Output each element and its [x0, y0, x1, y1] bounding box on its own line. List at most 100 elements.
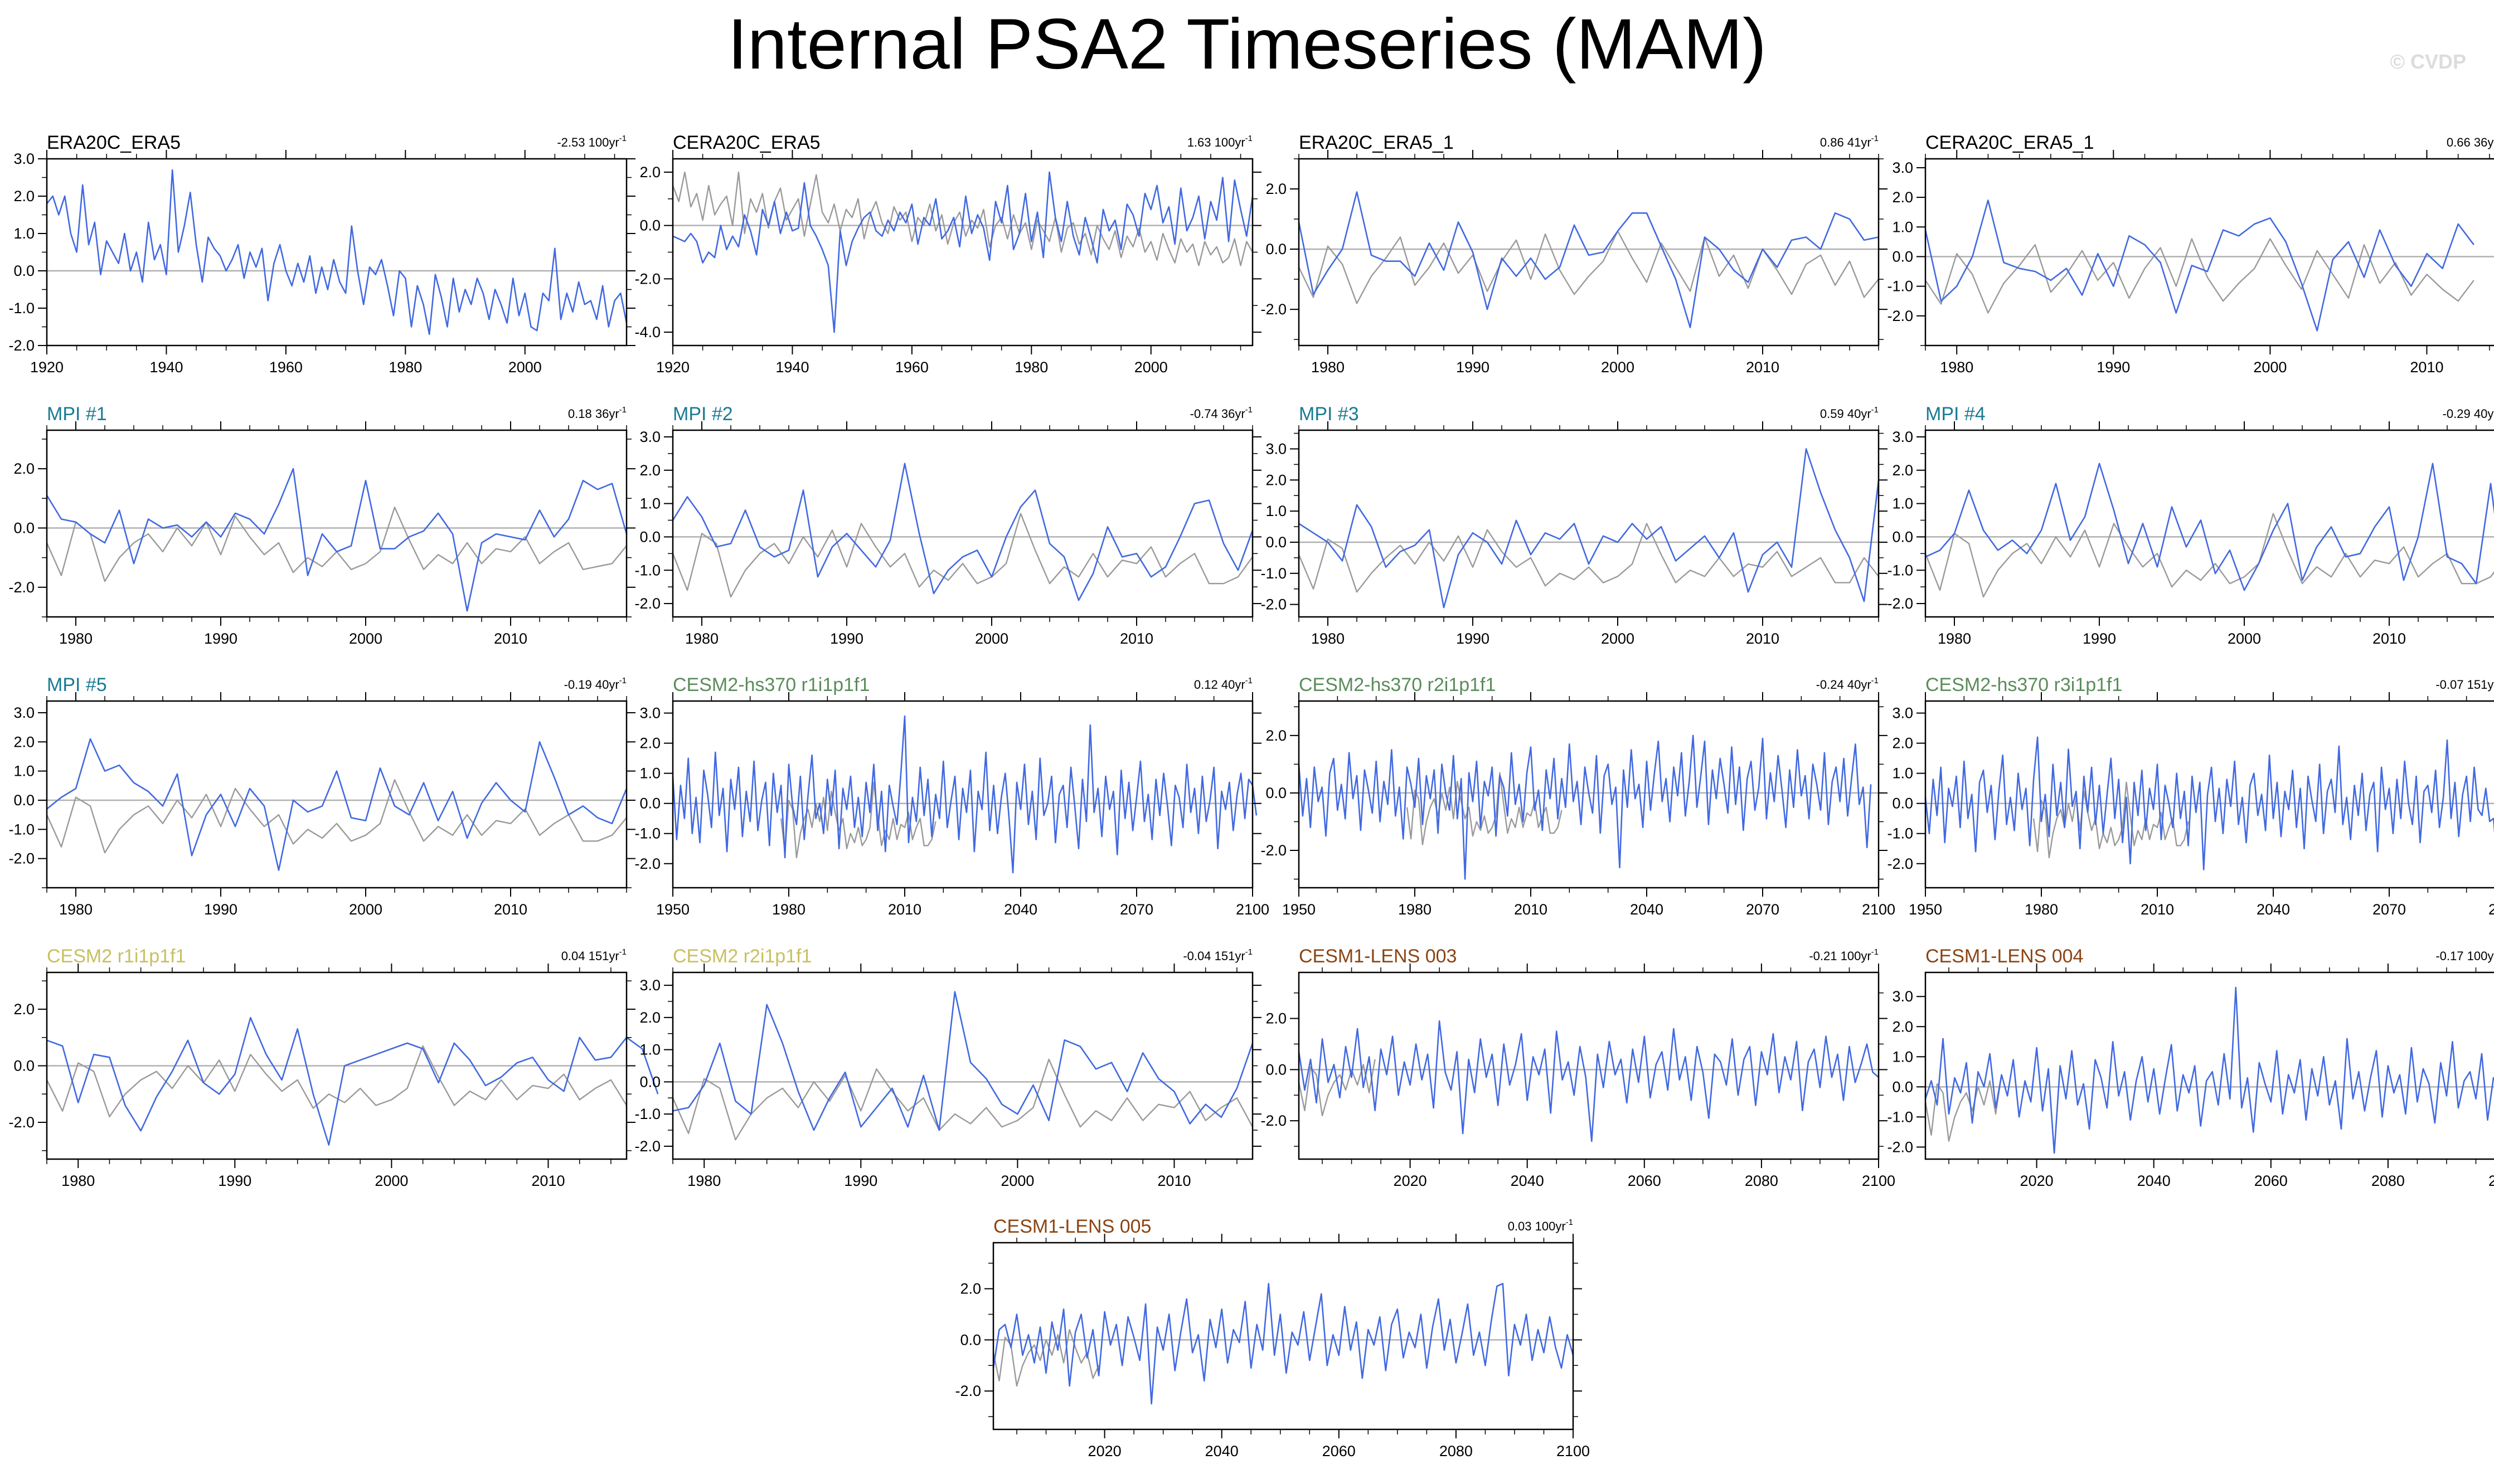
- y-tick-label: 3.0: [13, 150, 35, 167]
- x-tick-label: 2010: [1120, 630, 1153, 647]
- x-tick-label: 1980: [687, 1172, 721, 1189]
- model-series-line: [992, 1283, 1574, 1405]
- y-tick-label: 0.0: [13, 519, 35, 536]
- y-tick-label: 0.0: [13, 792, 35, 809]
- plot-frame: [672, 971, 1254, 1160]
- x-tick-label: 1990: [218, 1172, 251, 1189]
- y-tick-label: 2.0: [639, 164, 661, 181]
- plot-frame: [672, 158, 1254, 347]
- x-tick-label: 1980: [59, 630, 93, 647]
- y-tick-label: 0.0: [13, 262, 35, 279]
- y-tick-label: 1.0: [1892, 1048, 1913, 1065]
- panel-title: MPI #4: [1925, 403, 1986, 425]
- plot-frame: [46, 700, 628, 889]
- x-tick-label: 2100: [2488, 1172, 2494, 1189]
- x-tick-label: 1980: [1940, 359, 1973, 376]
- x-tick-label: 1980: [685, 630, 719, 647]
- x-tick-label: 2010: [1746, 630, 1779, 647]
- y-tick-label: -2.0: [1887, 1138, 1913, 1155]
- panel-title: MPI #1: [47, 403, 107, 425]
- page-title: Internal PSA2 Timeseries (MAM): [727, 4, 1767, 84]
- x-tick-label: 2000: [975, 630, 1008, 647]
- model-series-line: [46, 738, 628, 871]
- plot-frame: [1924, 429, 2494, 618]
- x-tick-label: 2000: [1601, 359, 1634, 376]
- y-tick-label: -1.0: [1887, 278, 1913, 295]
- trend-label: 0.03 100yr-1: [1508, 1218, 1573, 1233]
- panel-title: CERA20C_ERA5_1: [1925, 132, 2094, 153]
- observed-series-line: [46, 779, 627, 854]
- y-tick-label: 0.0: [639, 1073, 661, 1090]
- trend-label: 0.86 41yr-1: [1820, 134, 1879, 149]
- watermark: © CVDP: [2390, 50, 2466, 73]
- x-tick-label: 2040: [2137, 1172, 2171, 1189]
- y-tick-label: 2.0: [1892, 462, 1913, 479]
- observed-series-line: [46, 1045, 628, 1118]
- x-tick-label: 2000: [349, 630, 382, 647]
- plot-frame: [1924, 700, 2494, 889]
- x-tick-label: 1990: [204, 901, 237, 918]
- y-tick-label: -2.0: [8, 850, 35, 867]
- y-tick-label: 2.0: [639, 462, 661, 479]
- chart-panel: CESM2-hs370 r1i1p1f1 0.12 40yr-1 -2.0 -1.0 0…: [634, 674, 1269, 918]
- y-tick-label: -4.0: [634, 324, 661, 340]
- x-tick-label: 1990: [2097, 359, 2130, 376]
- observed-series-line: [1924, 238, 2474, 314]
- y-tick-label: 2.0: [1892, 189, 1913, 206]
- y-tick-label: -2.0: [8, 337, 35, 354]
- y-tick-label: 2.0: [13, 1001, 35, 1018]
- x-tick-label: 1980: [1938, 630, 1971, 647]
- x-tick-label: 2100: [1236, 901, 1269, 918]
- x-tick-label: 1980: [59, 901, 93, 918]
- y-tick-label: -2.0: [1887, 595, 1913, 612]
- y-tick-label: 2.0: [1265, 727, 1287, 744]
- y-tick-label: -2.0: [8, 1114, 35, 1131]
- plot-frame: [672, 429, 1254, 618]
- y-tick-label: 2.0: [1892, 735, 1913, 752]
- chart-panel: MPI #3 0.59 40yr-1 -2.0 -1.0 0.0 1.0 2.0 3.0 198…: [1260, 403, 1888, 647]
- y-tick-label: -1.0: [8, 821, 35, 838]
- trend-label: 0.12 40yr-1: [1194, 676, 1253, 692]
- y-tick-label: -1.0: [8, 300, 35, 317]
- y-tick-label: 1.0: [1265, 503, 1287, 519]
- plot-frame: [1924, 158, 2494, 347]
- y-tick-label: 0.0: [1892, 1078, 1913, 1095]
- panel-title: ERA20C_ERA5: [47, 132, 181, 153]
- y-tick-label: 3.0: [1892, 705, 1913, 722]
- y-tick-label: -1.0: [1260, 565, 1287, 582]
- panel-title: CESM1-LENS 005: [993, 1216, 1151, 1237]
- x-tick-label: 2000: [508, 359, 542, 376]
- y-tick-label: -2.0: [634, 270, 661, 287]
- x-tick-label: 1960: [895, 359, 929, 376]
- x-tick-label: 2070: [1120, 901, 1153, 918]
- y-tick-label: 1.0: [13, 225, 35, 242]
- y-tick-label: 0.0: [1265, 785, 1287, 801]
- model-series-line: [672, 171, 1254, 333]
- y-tick-label: 3.0: [1892, 159, 1913, 176]
- plot-frame: [1298, 700, 1880, 889]
- x-tick-label: 2010: [494, 630, 527, 647]
- observed-series-line: [1406, 772, 1563, 845]
- model-series-line: [1298, 1020, 1879, 1142]
- model-series-line: [46, 169, 628, 335]
- y-tick-label: 2.0: [960, 1281, 981, 1297]
- y-tick-label: 1.0: [13, 763, 35, 780]
- y-tick-label: 0.0: [1892, 528, 1913, 545]
- panel-title: ERA20C_ERA5_1: [1299, 132, 1454, 153]
- y-tick-label: -1.0: [634, 1106, 661, 1122]
- y-tick-label: 2.0: [1265, 471, 1287, 488]
- x-tick-label: 2010: [2372, 630, 2406, 647]
- x-tick-label: 2040: [1205, 1443, 1239, 1459]
- observed-series-line: [780, 781, 937, 859]
- chart-panel: CERA20C_ERA5_1 0.66 36yr-1 -2.0 -1.0 0.0 1.0 2…: [1887, 132, 2494, 376]
- x-tick-label: 1990: [1456, 359, 1489, 376]
- y-tick-label: 0.0: [1265, 534, 1287, 551]
- plot-frame: [46, 429, 628, 618]
- y-tick-label: 3.0: [1892, 988, 1913, 1005]
- y-tick-label: 0.0: [13, 1058, 35, 1074]
- y-tick-label: 2.0: [13, 460, 35, 477]
- y-tick-label: 3.0: [13, 704, 35, 721]
- x-tick-label: 2100: [2488, 901, 2494, 918]
- x-tick-label: 2060: [1322, 1443, 1356, 1459]
- x-tick-label: 2040: [1630, 901, 1663, 918]
